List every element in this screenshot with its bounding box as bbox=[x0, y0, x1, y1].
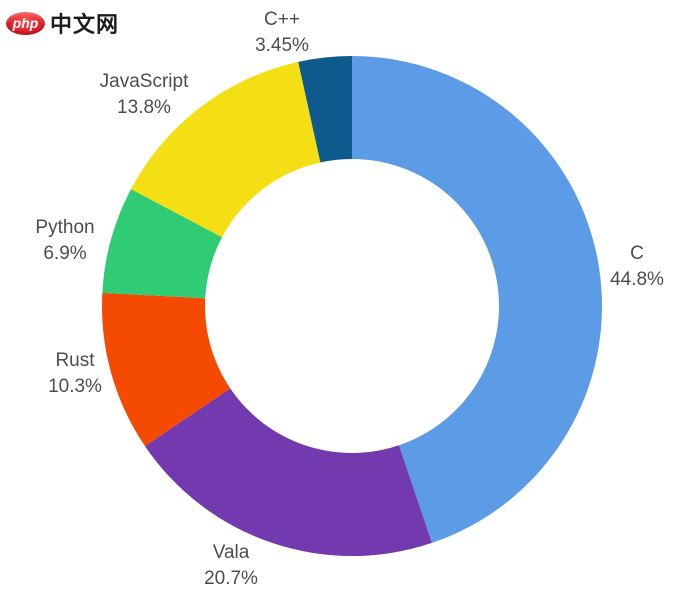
slice-c[interactable] bbox=[352, 56, 603, 543]
slice-javascript[interactable] bbox=[131, 61, 321, 238]
slice-vala[interactable] bbox=[144, 388, 432, 557]
site-logo-text: 中文网 bbox=[50, 12, 120, 37]
php-logo-brand: php bbox=[12, 15, 39, 31]
php-logo-badge: php bbox=[6, 11, 45, 35]
slice-cpp[interactable] bbox=[298, 56, 352, 163]
site-logo[interactable]: php 中文网 bbox=[6, 7, 119, 39]
slice-rust[interactable] bbox=[102, 292, 231, 447]
slice-python[interactable] bbox=[102, 189, 223, 299]
